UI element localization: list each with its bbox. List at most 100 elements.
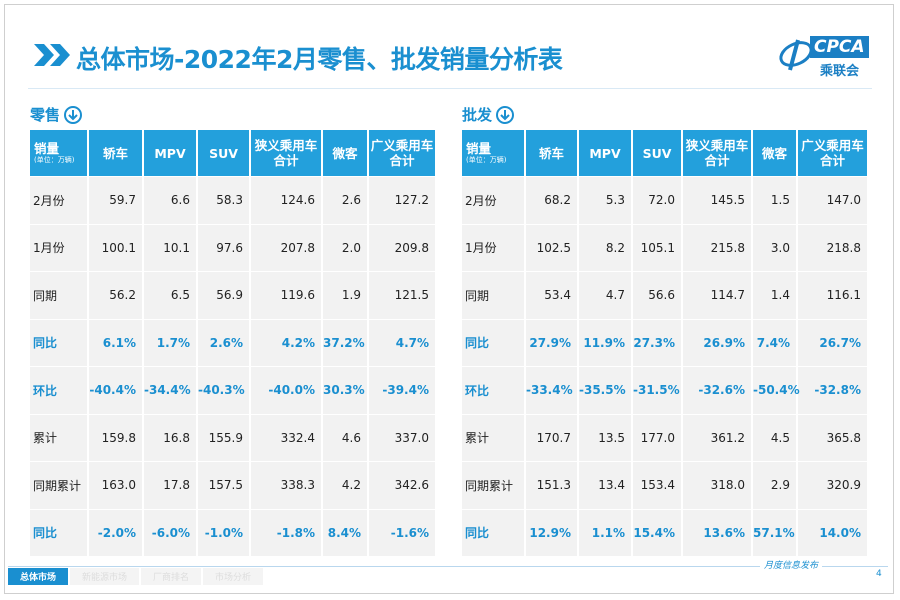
cell: 56.9: [197, 271, 251, 319]
cell: 12.9%: [525, 508, 579, 556]
cell: 11.9%: [578, 318, 633, 367]
data-table: 销量 (单位：万辆) 轿车 MPV SUV 狭义乘用车 合计 微客 广义乘用车 合计 2月份 68…: [462, 130, 869, 556]
cell: 56.6: [632, 271, 683, 319]
cell: 3.0: [752, 223, 798, 272]
cell: -39.4%: [368, 366, 437, 414]
table-row: 同比 27.9% 11.9% 27.3% 26.9% 7.4% 26.7%: [462, 318, 869, 367]
cell: 27.9%: [525, 318, 579, 367]
cell: 119.6: [250, 271, 323, 319]
table-row: 同比 -2.0% -6.0% -1.0% -1.8% 8.4% -1.6%: [30, 508, 437, 556]
cell: 100.1: [88, 223, 144, 272]
cell: 207.8: [250, 223, 323, 272]
header-row: 销量 (单位：万辆) 轿车 MPV SUV 狭义乘用车 合计 微客 广义乘用车 合计: [30, 130, 437, 177]
cell: 8.4%: [322, 508, 369, 556]
cell: 163.0: [88, 461, 144, 509]
cell: 14.0%: [797, 508, 869, 556]
table-row: 1月份 102.5 8.2 105.1 215.8 3.0 218.8: [462, 223, 869, 272]
cell: 159.8: [88, 413, 144, 462]
cell: 127.2: [368, 176, 437, 224]
cell: 105.1: [632, 223, 683, 272]
cell: 6.1%: [88, 318, 144, 367]
table-row: 环比 -33.4% -35.5% -31.5% -32.6% -50.4% -32.8%: [462, 366, 869, 414]
column-header: 微客: [752, 130, 798, 177]
table-row: 同比 12.9% 1.1% 15.4% 13.6% 57.1% 14.0%: [462, 508, 869, 556]
cell: 215.8: [682, 223, 753, 272]
column-header: 微客: [322, 130, 369, 177]
table-row: 累计 159.8 16.8 155.9 332.4 4.6 337.0: [30, 413, 437, 462]
cell: 114.7: [682, 271, 753, 319]
header-row: 销量 (单位：万辆) 轿车 MPV SUV 狭义乘用车 合计 微客 广义乘用车 合计: [462, 130, 869, 177]
cell: 26.9%: [682, 318, 753, 367]
cell: 4.7: [578, 271, 633, 319]
column-title: 轿车: [538, 145, 564, 161]
row-label: 同比: [462, 508, 526, 556]
cell: -34.4%: [143, 366, 198, 414]
cell: 6.6: [143, 176, 198, 224]
cell: 16.8: [143, 413, 198, 462]
cell: -32.8%: [797, 366, 869, 414]
logo-subtext: 乘联会: [820, 64, 860, 79]
column-title: SUV: [642, 145, 672, 161]
column-header: 广义乘用车 合计: [368, 130, 437, 177]
section-title: 批发: [462, 106, 493, 124]
page-number: 4: [876, 569, 882, 579]
table-row: 同期累计 151.3 13.4 153.4 318.0 2.9 320.9: [462, 461, 869, 509]
column-title: SUV: [209, 145, 238, 161]
cell: -1.8%: [250, 508, 323, 556]
footer-tab: 厂商排名: [141, 568, 202, 585]
column-header: 轿车: [88, 130, 144, 177]
cell: 4.5: [752, 413, 798, 462]
column-header: 狭义乘用车 合计: [682, 130, 753, 177]
cell: 151.3: [525, 461, 579, 509]
cell: -33.4%: [525, 366, 579, 414]
cell: 10.1: [143, 223, 198, 272]
cell: -35.5%: [578, 366, 633, 414]
column-header: SUV: [197, 130, 251, 177]
column-title: 轿车: [102, 145, 128, 161]
row-label: 同比: [30, 318, 89, 367]
cell: 26.7%: [797, 318, 869, 367]
cell: -40.0%: [250, 366, 323, 414]
cell: 13.5: [578, 413, 633, 462]
cell: 337.0: [368, 413, 437, 462]
cell: -50.4%: [752, 366, 800, 414]
cell: 4.2: [322, 461, 369, 509]
cell: 53.4: [525, 271, 579, 319]
cell: 2.6: [322, 176, 369, 224]
cell: 13.4: [578, 461, 633, 509]
row-label: 同期: [462, 271, 526, 319]
cell: 15.4%: [632, 508, 683, 556]
column-header: 狭义乘用车 合计: [250, 130, 323, 177]
row-label: 同期累计: [462, 461, 526, 509]
cell: 1.5: [752, 176, 798, 224]
cell: 7.4%: [752, 318, 798, 367]
table-row: 同期 56.2 6.5 56.9 119.6 1.9 121.5: [30, 271, 437, 319]
column-title: MPV: [589, 145, 621, 161]
cell: 361.2: [682, 413, 753, 462]
cell: -31.5%: [632, 366, 683, 414]
row-label: 1月份: [30, 223, 89, 272]
cell: 1.1%: [578, 508, 633, 556]
header-cell: 销量 (单位：万辆): [462, 130, 526, 177]
header-rule: [28, 88, 872, 89]
row-label: 累计: [30, 413, 89, 462]
down-icon: [496, 105, 515, 124]
unit: (单位：万辆): [34, 156, 75, 164]
row-label: 同比: [30, 508, 89, 556]
footer-tab: 市场分析: [203, 568, 264, 585]
cell: 147.0: [797, 176, 869, 224]
cell: 2.0: [322, 223, 369, 272]
table-row: 2月份 68.2 5.3 72.0 145.5 1.5 147.0: [462, 176, 869, 224]
column-title: 广义乘用车 合计: [370, 138, 434, 168]
cell: 116.1: [797, 271, 869, 319]
cell: 13.6%: [682, 508, 753, 556]
footer-tab: 总体市场: [8, 568, 69, 585]
section-label: 零售: [30, 104, 83, 125]
slide-frame: [4, 4, 894, 594]
table-row: 环比 -40.4% -34.4% -40.3% -40.0% 30.3% -39.4%: [30, 366, 437, 414]
cell: 124.6: [250, 176, 323, 224]
cell: 153.4: [632, 461, 683, 509]
footer-tabs: 总体市场 新能源市场 厂商排名 市场分析: [8, 568, 265, 585]
logo-text: CPCA: [810, 36, 869, 58]
